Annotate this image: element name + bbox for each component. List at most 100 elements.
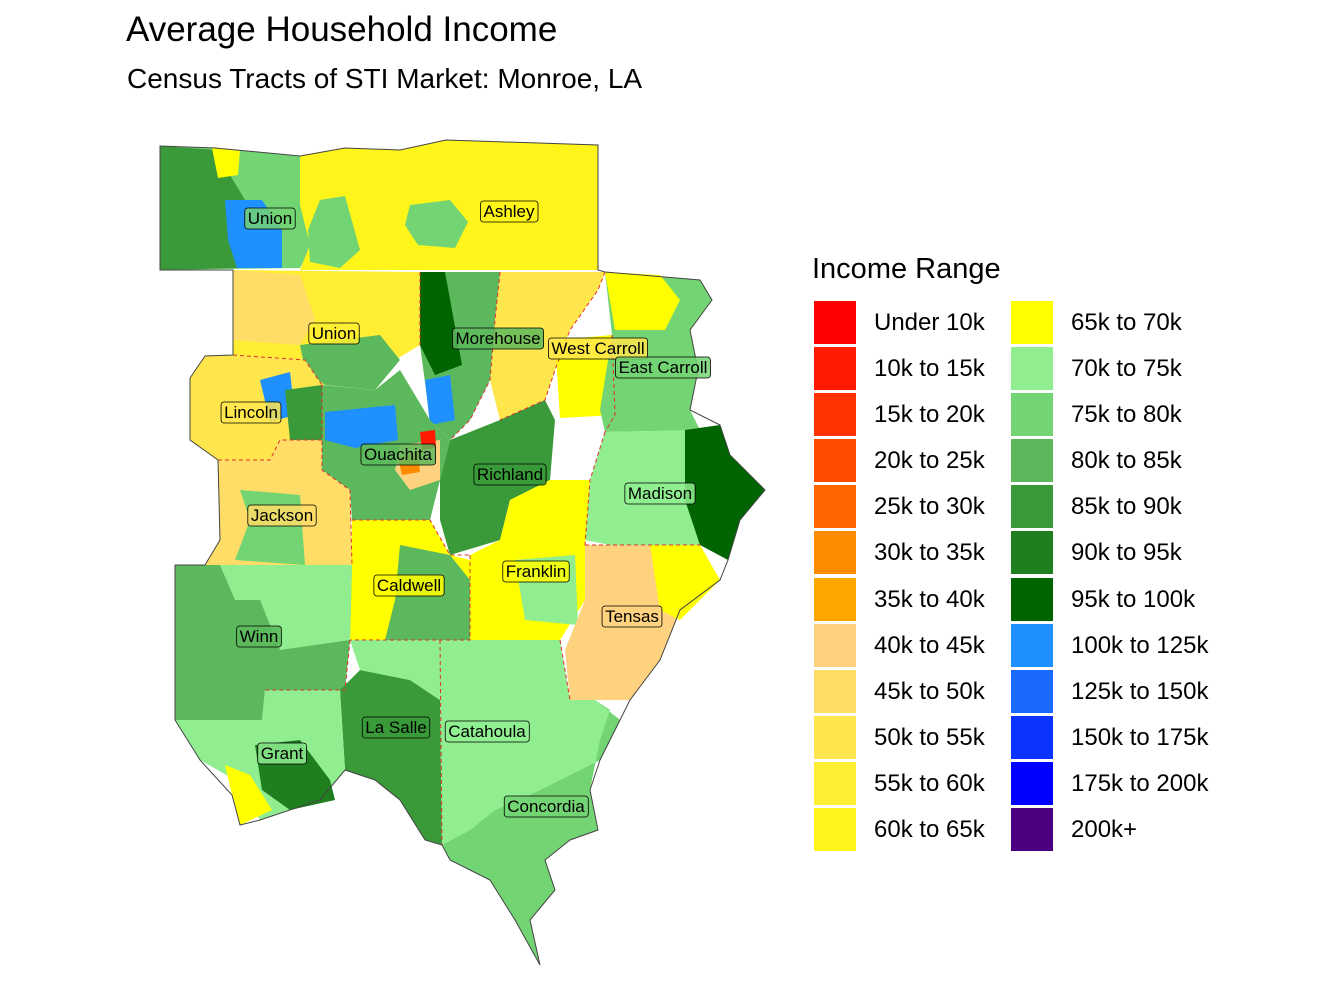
parish-label-text: Ouachita: [364, 445, 433, 464]
parish-label-text: Tensas: [605, 607, 659, 626]
parish-label-box: [244, 207, 296, 230]
parish-label: Union: [308, 322, 360, 345]
region-la-salle: [340, 670, 442, 845]
parish-label: Tensas: [601, 605, 663, 628]
parish-label-text: La Salle: [365, 718, 426, 737]
parish-label: Catahoula: [444, 720, 530, 743]
legend-key: [1011, 393, 1053, 437]
legend-label: 15k to 20k: [874, 401, 985, 429]
parish-label-text: Madison: [628, 484, 692, 503]
legend-key: [814, 393, 856, 437]
legend-key: [814, 761, 856, 805]
parish-label: Concordia: [503, 795, 589, 818]
parish-labels: Union Ashley Union Morehouse West CarrollEas…: [220, 200, 711, 818]
parish-label-text: East Carroll: [619, 358, 708, 377]
parish-label-box: [236, 625, 282, 648]
tract-union-la-green: [300, 335, 400, 390]
parish-label: Morehouse: [452, 327, 544, 350]
legend-key: [814, 301, 856, 344]
legend-key: [814, 808, 856, 852]
legend-key: [1011, 531, 1053, 575]
legend-key: [814, 439, 856, 483]
parish-label-box: [247, 504, 317, 527]
parish-label-text: Union: [248, 209, 292, 228]
legend-label: 70k to 75k: [1071, 355, 1182, 383]
legend-key: [814, 577, 856, 621]
study-area-outline: [159, 139, 766, 966]
parish-label: Union: [244, 207, 296, 230]
legend-label: 20k to 25k: [874, 447, 985, 475]
legend-label: 95k to 100k: [1071, 585, 1196, 613]
legend-key: [814, 715, 856, 759]
region-catahoula: [350, 640, 620, 845]
legend-key: [814, 485, 856, 529]
tract-morehouse-dark: [420, 272, 462, 375]
legend-key: [814, 347, 856, 391]
legend-key: [1011, 669, 1053, 713]
legend-label: 75k to 80k: [1071, 401, 1182, 429]
parish-boundaries: [218, 271, 700, 846]
parish-label-text: Richland: [477, 465, 543, 484]
parish-label-box: [615, 356, 711, 379]
choropleth-map: Union Ashley Union Morehouse West CarrollEas…: [159, 139, 766, 966]
parish-label-box: [360, 443, 436, 466]
parish-label: Ashley: [480, 200, 539, 223]
legend-key: [1011, 439, 1053, 483]
legend-key: [814, 669, 856, 713]
legend-label: 60k to 65k: [874, 816, 985, 844]
parish-label: Richland: [473, 463, 547, 486]
parish-label-box: [257, 742, 307, 765]
parish-label-text: Union: [312, 324, 356, 343]
legend-label: 150k to 175k: [1071, 723, 1209, 751]
parish-label-box: [473, 463, 547, 486]
map-subtitle: Census Tracts of STI Market: Monroe, LA: [127, 63, 643, 94]
parish-label: Ouachita: [360, 443, 436, 466]
parish-label-box: [308, 322, 360, 345]
legend-label: 85k to 90k: [1071, 493, 1182, 521]
parish-label-text: Lincoln: [224, 403, 278, 422]
tract-tensas-yellow: [650, 545, 720, 620]
parish-label: East Carroll: [615, 356, 711, 379]
parish-label-text: Catahoula: [448, 722, 526, 741]
parish-label: Caldwell: [373, 574, 445, 597]
legend-key: [1011, 485, 1053, 529]
region-west-carroll: [490, 272, 605, 420]
parish-label: Lincoln: [220, 401, 282, 424]
legend-key: [1011, 301, 1053, 344]
tract-ouachita-blue: [325, 405, 398, 448]
parish-label-text: West Carroll: [551, 339, 644, 358]
parish-label-text: Franklin: [506, 562, 566, 581]
parish-label-text: Jackson: [251, 506, 313, 525]
parish-label-text: Grant: [261, 744, 304, 763]
legend-label: 50k to 55k: [874, 723, 985, 751]
parish-label-box: [480, 200, 539, 223]
legend-key: [1011, 715, 1053, 759]
parish-label-box: [601, 605, 663, 628]
tract-grant-yellow: [225, 765, 272, 825]
parish-label-box: [452, 327, 544, 350]
legend-label: 45k to 50k: [874, 677, 985, 705]
legend-label: 40k to 45k: [874, 631, 985, 659]
legend-label: 10k to 15k: [874, 355, 985, 383]
parish-label-box: [220, 401, 282, 424]
tract-ashley-green2: [308, 196, 360, 268]
tract-lincoln-green: [285, 385, 322, 440]
tract-union-la-peach: [233, 270, 315, 345]
legend-label: 30k to 35k: [874, 539, 985, 567]
tract-madison-dark: [685, 425, 765, 560]
parish-label: West Carroll: [547, 337, 649, 360]
tract-ashley-green: [405, 200, 468, 248]
tract-morehouse-blue: [425, 375, 455, 425]
legend-title: Income Range: [812, 253, 1001, 285]
parish-label-box: [373, 574, 445, 597]
tract-winn-light: [220, 565, 352, 650]
legend-key: [1011, 577, 1053, 621]
parish-label: Madison: [624, 482, 696, 505]
region-concordia: [442, 700, 620, 965]
legend-key: [814, 623, 856, 667]
legend-label: 90k to 95k: [1071, 539, 1182, 567]
legend-label: 80k to 85k: [1071, 447, 1182, 475]
legend-label: 200k+: [1071, 816, 1138, 844]
legend-label: 100k to 125k: [1071, 631, 1209, 659]
tract-ec-yellow: [605, 272, 680, 330]
